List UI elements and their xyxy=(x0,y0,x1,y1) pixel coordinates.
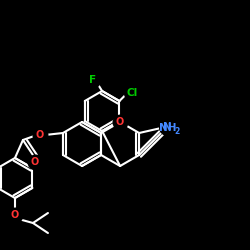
Text: O: O xyxy=(11,210,19,220)
Text: O: O xyxy=(116,117,124,127)
Text: O: O xyxy=(36,130,44,140)
Text: F: F xyxy=(88,75,96,85)
Text: N: N xyxy=(163,122,172,132)
Text: NH: NH xyxy=(160,123,177,133)
Text: 2: 2 xyxy=(174,126,180,136)
Text: O: O xyxy=(31,157,39,167)
Text: Cl: Cl xyxy=(127,88,138,98)
